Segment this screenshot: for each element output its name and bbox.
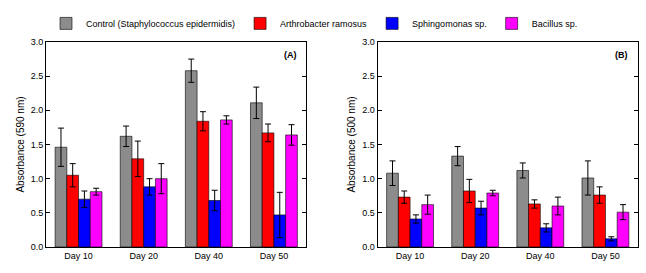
svg-text:(A): (A) <box>284 50 297 60</box>
svg-text:0.5: 0.5 <box>31 208 44 218</box>
svg-text:1.5: 1.5 <box>362 140 375 150</box>
svg-text:Day 10: Day 10 <box>396 251 425 261</box>
svg-text:(B): (B) <box>615 50 628 60</box>
svg-text:2.5: 2.5 <box>362 71 375 81</box>
svg-text:Day 20: Day 20 <box>461 251 490 261</box>
svg-text:0.0: 0.0 <box>362 242 375 252</box>
svg-text:0.5: 0.5 <box>362 208 375 218</box>
svg-text:1.0: 1.0 <box>362 174 375 184</box>
svg-text:Day 50: Day 50 <box>260 251 289 261</box>
svg-text:1.5: 1.5 <box>31 140 44 150</box>
svg-text:Bacillus sp.: Bacillus sp. <box>532 19 578 29</box>
svg-text:3.0: 3.0 <box>362 37 375 47</box>
svg-text:Sphingomonas sp.: Sphingomonas sp. <box>412 19 487 29</box>
svg-text:2.0: 2.0 <box>362 105 375 115</box>
svg-text:2.5: 2.5 <box>31 71 44 81</box>
svg-text:Absorbance (590 nm): Absorbance (590 nm) <box>15 96 26 192</box>
svg-text:Day 50: Day 50 <box>591 251 620 261</box>
svg-text:Day 10: Day 10 <box>64 251 93 261</box>
svg-text:Absorbance (500 nm): Absorbance (500 nm) <box>346 96 357 192</box>
svg-text:0.0: 0.0 <box>31 242 44 252</box>
svg-text:3.0: 3.0 <box>31 37 44 47</box>
svg-text:Day 40: Day 40 <box>526 251 555 261</box>
svg-text:Day 40: Day 40 <box>195 251 224 261</box>
svg-text:Control (Staphylococcus epider: Control (Staphylococcus epidermidis) <box>86 19 235 29</box>
svg-text:Arthrobacter ramosus: Arthrobacter ramosus <box>280 19 367 29</box>
svg-text:Day 20: Day 20 <box>129 251 158 261</box>
svg-text:1.0: 1.0 <box>31 174 44 184</box>
svg-text:2.0: 2.0 <box>31 105 44 115</box>
